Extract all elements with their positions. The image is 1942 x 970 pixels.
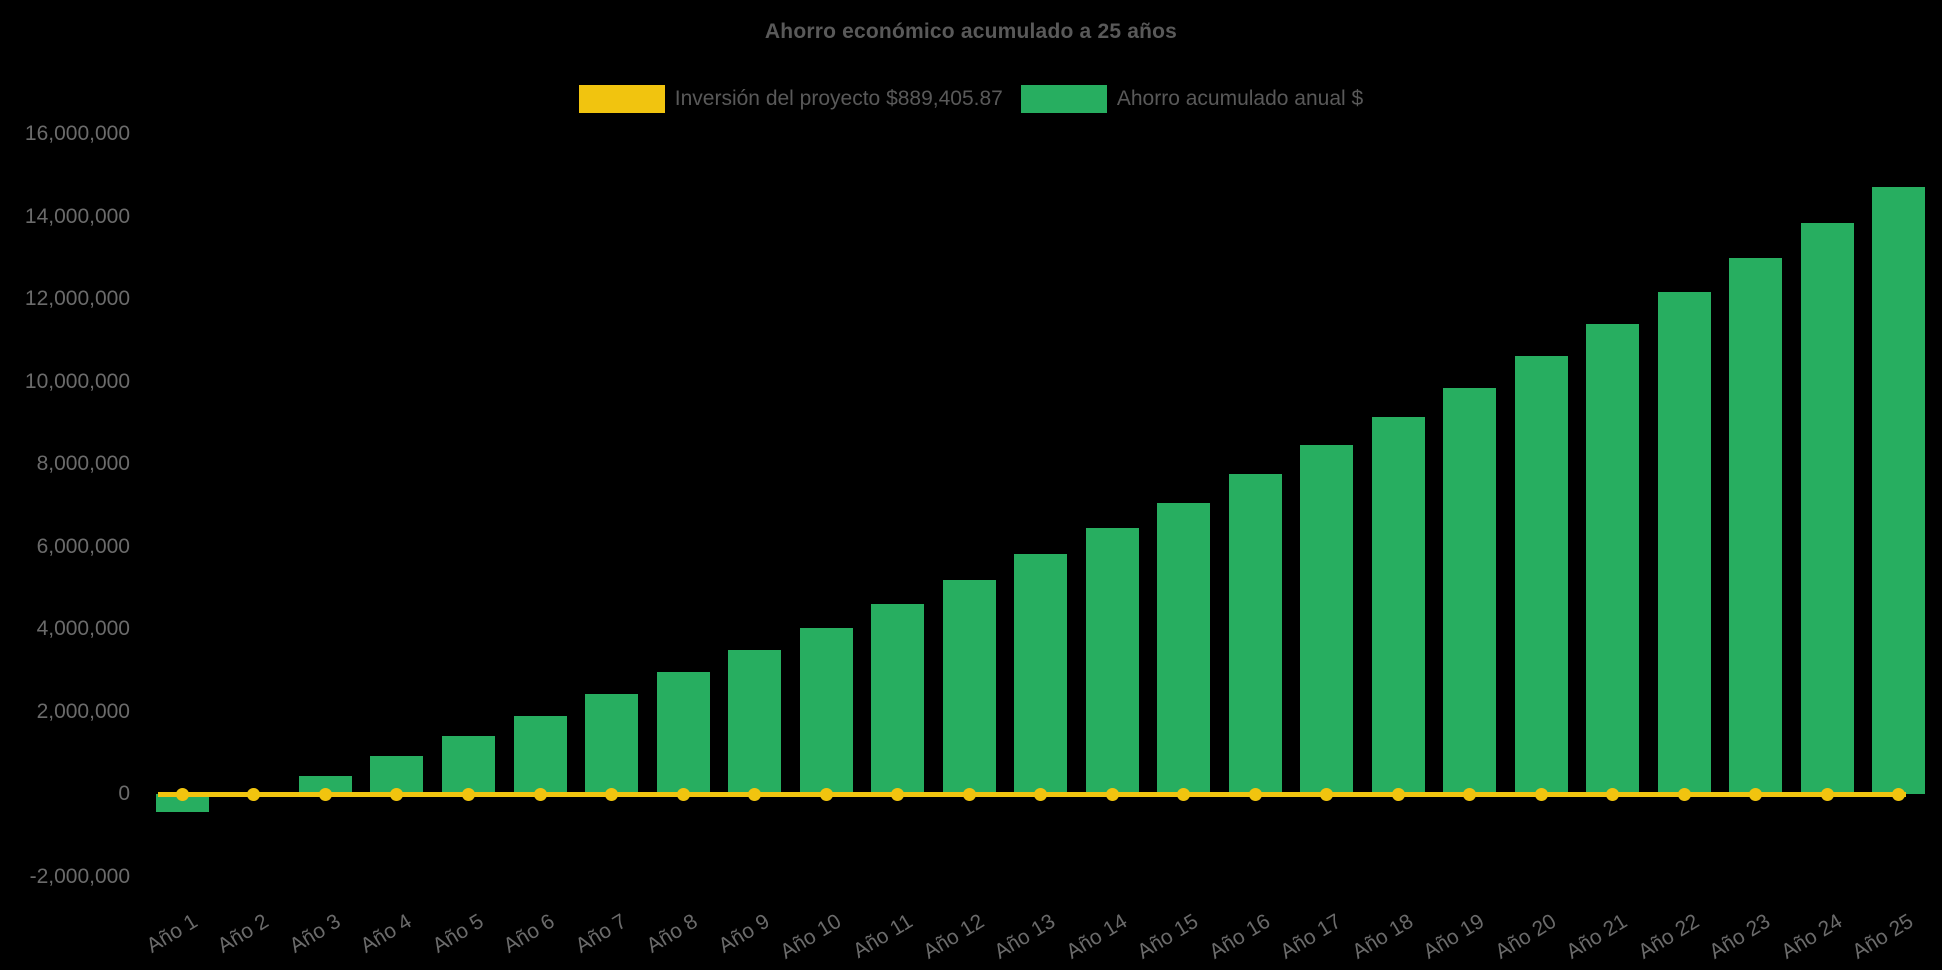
y-axis-tick-label: 14,000,000 xyxy=(24,204,130,228)
savings-bar[interactable] xyxy=(1014,553,1068,794)
x-axis-tick-label: Año 12 xyxy=(918,909,988,964)
investment-point[interactable] xyxy=(1034,787,1048,801)
x-axis-tick-label: Año 23 xyxy=(1705,909,1775,964)
x-axis-tick-label: Año 17 xyxy=(1276,909,1346,964)
investment-point[interactable] xyxy=(247,787,261,801)
savings-bar[interactable] xyxy=(728,650,782,794)
y-axis-tick-label: 0 xyxy=(118,782,130,805)
x-axis-tick-label: Año 20 xyxy=(1491,909,1560,964)
legend-label-savings: Ahorro acumulado anual $ xyxy=(1116,87,1364,110)
savings-bar[interactable] xyxy=(1157,502,1211,794)
x-axis-tick-label: Año 14 xyxy=(1061,909,1131,964)
savings-bar[interactable] xyxy=(585,694,639,794)
investment-point[interactable] xyxy=(1391,787,1405,801)
savings-bar[interactable] xyxy=(942,579,996,794)
x-axis-tick-label: Año 7 xyxy=(571,909,631,958)
investment-point[interactable] xyxy=(1248,787,1262,801)
investment-point[interactable] xyxy=(676,787,690,801)
y-axis-tick-label: 12,000,000 xyxy=(24,287,130,310)
savings-bar[interactable] xyxy=(799,628,853,794)
x-axis-tick-label: Año 2 xyxy=(213,909,273,958)
x-axis-tick-label: Año 18 xyxy=(1348,909,1417,964)
savings-bar[interactable] xyxy=(155,794,209,813)
y-axis-tick-label: 10,000,000 xyxy=(24,369,130,393)
x-axis-tick-label: Año 9 xyxy=(714,909,774,958)
investment-point[interactable] xyxy=(962,787,976,801)
y-axis-tick-label: -2,000,000 xyxy=(29,864,130,888)
investment-point[interactable] xyxy=(390,787,404,801)
x-axis-tick-label: Año 24 xyxy=(1777,909,1847,964)
x-axis-tick-label: Año 5 xyxy=(428,909,488,958)
x-axis-tick-label: Año 6 xyxy=(499,909,559,958)
chart-legend: Inversión del proyecto $889,405.87 Ahorr… xyxy=(0,84,1942,114)
investment-point[interactable] xyxy=(1177,787,1191,801)
investment-point[interactable] xyxy=(1820,787,1834,801)
investment-point[interactable] xyxy=(1534,787,1548,801)
savings-bar[interactable] xyxy=(298,775,352,794)
investment-point[interactable] xyxy=(1463,787,1477,801)
savings-bar[interactable] xyxy=(1228,474,1282,794)
y-axis-tick-label: 6,000,000 xyxy=(36,534,130,558)
savings-bar[interactable] xyxy=(441,735,495,794)
x-axis-tick-label: Año 16 xyxy=(1204,909,1274,964)
legend-item-investment[interactable]: Inversión del proyecto $889,405.87 xyxy=(578,85,1003,113)
investment-point[interactable] xyxy=(891,787,905,801)
investment-point[interactable] xyxy=(1892,787,1906,801)
investment-point[interactable] xyxy=(1749,787,1763,801)
savings-bar[interactable] xyxy=(871,604,925,794)
investment-point[interactable] xyxy=(533,787,547,801)
chart-title: Ahorro económico acumulado a 25 años xyxy=(764,20,1178,43)
savings-bar[interactable] xyxy=(1371,416,1425,794)
investment-point[interactable] xyxy=(605,787,619,801)
x-axis-tick-label: Año 10 xyxy=(775,909,845,964)
x-axis-tick-label: Año 11 xyxy=(848,909,917,963)
investment-point[interactable] xyxy=(1677,787,1691,801)
savings-bar[interactable] xyxy=(1586,323,1640,794)
investment-point[interactable] xyxy=(461,787,475,801)
savings-bar[interactable] xyxy=(513,715,567,794)
x-axis-tick-label: Año 21 xyxy=(1562,909,1632,964)
x-axis-tick-label: Año 4 xyxy=(356,909,416,958)
investment-point[interactable] xyxy=(1320,787,1334,801)
legend-label-investment: Inversión del proyecto $889,405.87 xyxy=(674,87,1003,110)
savings-bar[interactable] xyxy=(1657,292,1711,794)
investment-point[interactable] xyxy=(1105,787,1119,801)
savings-bar[interactable] xyxy=(656,672,710,794)
legend-item-savings[interactable]: Ahorro acumulado anual $ xyxy=(1020,85,1364,113)
savings-bar[interactable] xyxy=(1800,222,1854,794)
x-axis-tick-label: Año 13 xyxy=(990,909,1060,964)
x-axis-tick-label: Año 15 xyxy=(1133,909,1203,964)
y-axis-tick-label: 4,000,000 xyxy=(36,617,130,640)
x-axis-tick-label: Año 19 xyxy=(1419,909,1489,964)
y-axis-tick-label: 16,000,000 xyxy=(24,122,130,145)
savings-bar[interactable] xyxy=(1443,387,1497,794)
investment-line[interactable] xyxy=(158,791,1906,797)
x-axis-tick-label: Año 22 xyxy=(1634,909,1703,964)
legend-swatch-savings-icon xyxy=(1020,85,1107,113)
investment-point[interactable] xyxy=(819,787,833,801)
savings-bar[interactable] xyxy=(1085,527,1139,794)
x-axis-tick-label: Año 1 xyxy=(142,909,202,958)
savings-bar[interactable] xyxy=(1514,356,1568,794)
y-axis-tick-label: 2,000,000 xyxy=(36,699,130,723)
x-axis-tick-label: Año 25 xyxy=(1848,909,1918,964)
investment-point[interactable] xyxy=(748,787,762,801)
investment-point[interactable] xyxy=(1606,787,1620,801)
y-axis-tick-label: 8,000,000 xyxy=(36,452,130,475)
savings-bar[interactable] xyxy=(1872,187,1926,794)
savings-bar[interactable] xyxy=(1300,445,1354,794)
investment-point[interactable] xyxy=(175,787,189,801)
x-axis-tick-label: Año 3 xyxy=(285,909,345,958)
x-axis-tick-label: Año 8 xyxy=(642,909,702,958)
investment-point[interactable] xyxy=(318,787,332,801)
savings-bar[interactable] xyxy=(1729,257,1783,794)
legend-swatch-investment-icon xyxy=(578,85,665,113)
